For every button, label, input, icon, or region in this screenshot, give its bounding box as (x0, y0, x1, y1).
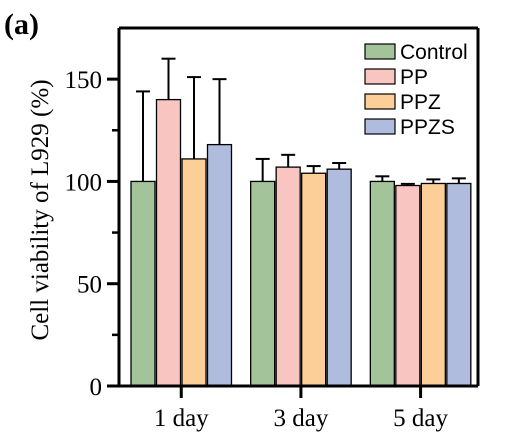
y-tick-label: 50 (77, 272, 102, 299)
y-axis-ticks: 0 50 100 150 (65, 67, 119, 401)
bar (446, 182, 472, 387)
bars (130, 98, 472, 387)
bar (250, 180, 276, 387)
x-axis-ticks: 1 day 3 day 5 day (154, 386, 448, 432)
panel-label: (a) (4, 8, 39, 41)
legend-label: Control (400, 41, 468, 64)
legend-label: PP (400, 66, 428, 89)
y-axis-label: Cell viability of L929 (%) (27, 79, 54, 340)
bar (369, 180, 395, 387)
y-tick-label: 150 (65, 67, 103, 94)
bar (275, 166, 301, 387)
bar (130, 180, 156, 387)
x-tick-label: 3 day (273, 405, 328, 432)
plot-frame (117, 26, 480, 388)
x-tick-label: 1 day (154, 405, 209, 432)
y-tick-label: 100 (65, 169, 103, 196)
bar (206, 143, 233, 387)
bar (395, 184, 421, 387)
legend-label: PPZS (400, 116, 455, 139)
error-bars (136, 57, 466, 186)
legend-swatch (364, 93, 396, 110)
x-tick-label: 5 day (393, 405, 448, 432)
legend-swatch (364, 43, 396, 60)
bar (181, 158, 207, 387)
legend-swatch (364, 118, 396, 135)
y-tick-label: 0 (90, 374, 103, 401)
bar (155, 98, 182, 387)
legend-label: PPZ (400, 91, 441, 114)
bar (301, 172, 327, 387)
legend-swatch (364, 68, 396, 85)
bar (326, 168, 352, 387)
bar (420, 182, 446, 387)
